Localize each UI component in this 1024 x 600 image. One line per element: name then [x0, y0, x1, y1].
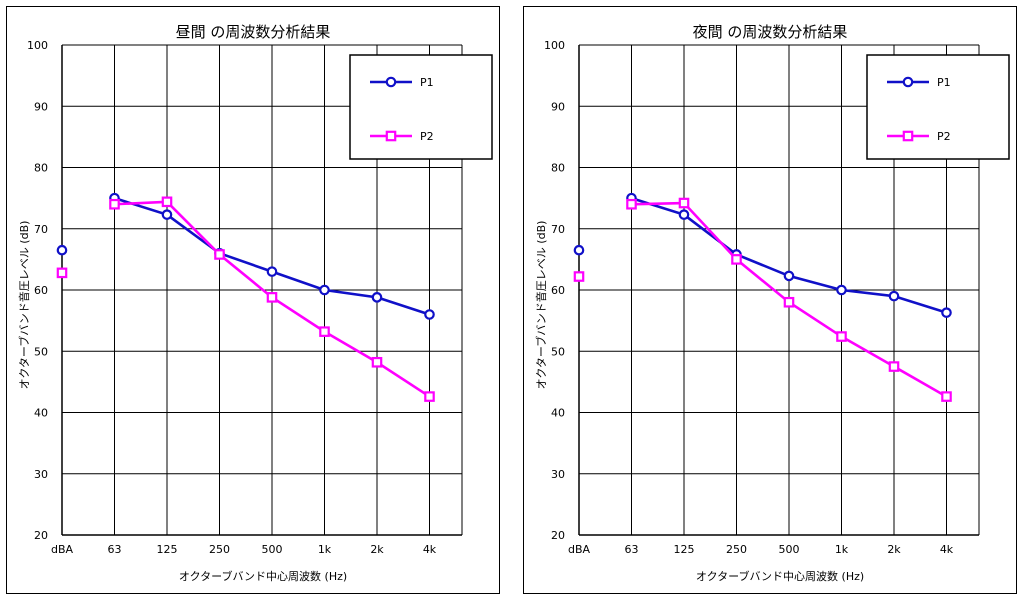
- y-tick-label: 50: [551, 345, 565, 358]
- data-point-p2: [319, 326, 330, 337]
- y-tick-label: 90: [551, 100, 565, 113]
- x-tick-label: 250: [209, 543, 230, 556]
- data-point-p1: [783, 270, 795, 282]
- y-tick-label: 60: [34, 284, 48, 297]
- data-point-p2: [731, 254, 742, 265]
- data-point-p2: [941, 391, 952, 402]
- y-tick-label: 40: [34, 407, 48, 420]
- legend-marker-p2: [385, 130, 397, 142]
- data-point-p2: [424, 391, 435, 402]
- data-point-p2: [109, 198, 120, 210]
- x-tick-label: 500: [262, 543, 283, 556]
- legend-box: [866, 54, 1010, 160]
- y-tick-label: 70: [551, 223, 565, 236]
- y-tick-label: 20: [551, 529, 565, 542]
- y-tick-label: 50: [34, 345, 48, 358]
- y-tick-label: 90: [34, 100, 48, 113]
- data-point-p2: [626, 198, 637, 210]
- x-tick-label: 4k: [940, 543, 954, 556]
- y-tick-label: 100: [27, 39, 48, 52]
- chart-title: 夜間 の周波数分析結果: [692, 23, 848, 41]
- data-point-p1: [56, 244, 68, 256]
- x-tick-label: 4k: [423, 543, 437, 556]
- chart-panel-daytime: 昼間 の周波数分析結果 20 30 40 50 60 70 80 90 100 dBA 63 125 2…: [6, 6, 500, 594]
- legend-box: [349, 54, 493, 160]
- data-point-p1: [888, 290, 900, 302]
- y-tick-label: 30: [34, 468, 48, 481]
- data-point-p1: [424, 309, 435, 320]
- data-point-p1: [161, 209, 173, 220]
- chart-plot: 20 30 40 50 60 70 80 90 100 dBA 63 125 250 500 1k 2k 4k P…: [544, 39, 1010, 556]
- x-axis-label: オクターブバンド中心周波数 (Hz): [178, 570, 348, 583]
- data-point-p2: [783, 296, 795, 308]
- legend-label-p1: P1: [937, 76, 951, 89]
- x-tick-label: 2k: [887, 543, 901, 556]
- data-point-p1: [371, 292, 383, 303]
- data-point-p2: [161, 196, 173, 208]
- x-axis-label: オクターブバンド中心周波数 (Hz): [695, 570, 865, 583]
- chart-plot: 20 30 40 50 60 70 80 90 100 dBA 63 125 250 500 1k 2k 4k P…: [27, 39, 493, 556]
- x-tick-label: 500: [779, 543, 800, 556]
- data-point-p2: [56, 267, 68, 279]
- data-point-p2: [836, 331, 847, 342]
- legend-marker-p1: [902, 76, 914, 88]
- data-point-p2: [266, 292, 278, 303]
- data-point-p1: [678, 209, 690, 220]
- x-tick-label: 125: [157, 543, 178, 556]
- data-point-p1: [836, 284, 847, 296]
- legend-marker-p1: [385, 76, 397, 88]
- chart-title: 昼間 の周波数分析結果: [175, 23, 331, 41]
- y-tick-label: 100: [544, 39, 565, 52]
- x-tick-label: 250: [726, 543, 747, 556]
- y-axis-label: オクターブバンド音圧レベル (dB): [535, 220, 548, 390]
- legend-label-p2: P2: [937, 130, 951, 143]
- y-tick-label: 70: [34, 223, 48, 236]
- y-tick-label: 80: [551, 162, 565, 175]
- data-point-p2: [371, 356, 383, 368]
- legend-label-p2: P2: [420, 130, 434, 143]
- data-point-p1: [319, 284, 330, 296]
- y-tick-label: 20: [34, 529, 48, 542]
- data-point-p1: [941, 307, 952, 318]
- data-point-p2: [888, 361, 900, 372]
- y-axis-label: オクターブバンド音圧レベル (dB): [18, 220, 31, 390]
- y-tick-label: 80: [34, 162, 48, 175]
- legend-marker-p2: [902, 130, 914, 142]
- data-point-p2: [214, 249, 225, 260]
- chart-panel-nighttime: 夜間 の周波数分析結果 20 30 40 50 60 70 80 90 100 dBA 63 125 2…: [523, 6, 1017, 594]
- x-tick-label: dBA: [568, 543, 591, 556]
- data-point-p1: [573, 244, 585, 256]
- data-point-p1: [266, 266, 278, 277]
- legend-label-p1: P1: [420, 76, 434, 89]
- data-point-p2: [678, 197, 690, 209]
- y-tick-label: 60: [551, 284, 565, 297]
- y-tick-label: 30: [551, 468, 565, 481]
- x-tick-label: 1k: [318, 543, 332, 556]
- x-tick-label: 1k: [835, 543, 849, 556]
- x-tick-label: 2k: [370, 543, 384, 556]
- x-tick-label: dBA: [51, 543, 74, 556]
- data-point-p2: [573, 271, 585, 282]
- x-tick-label: 125: [674, 543, 695, 556]
- y-tick-label: 40: [551, 407, 565, 420]
- x-tick-label: 63: [108, 543, 122, 556]
- x-tick-label: 63: [625, 543, 639, 556]
